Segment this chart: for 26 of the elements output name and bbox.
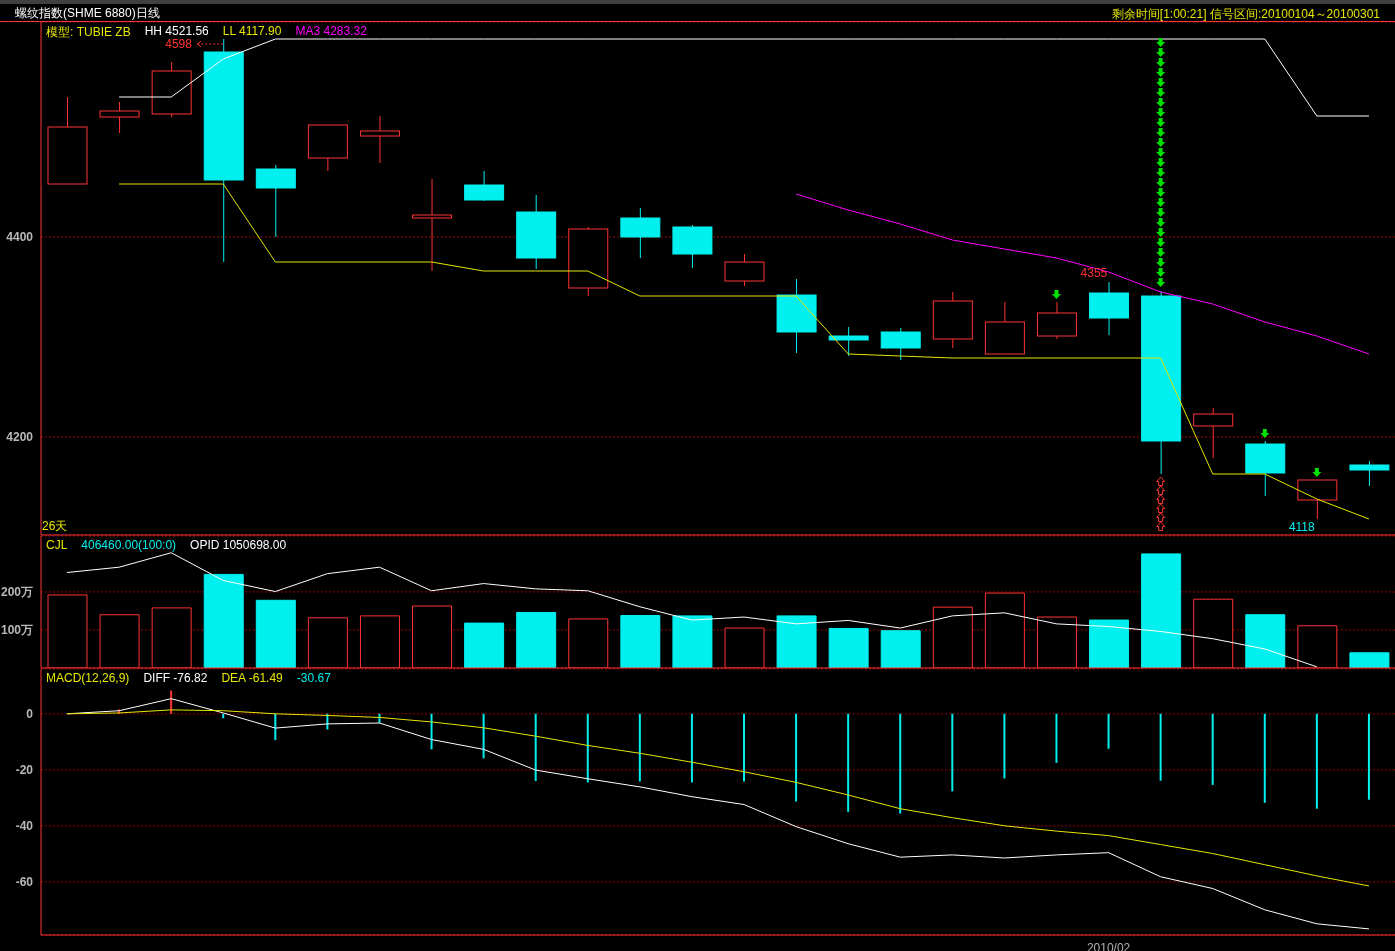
y-tick-label: 100万 [0,623,33,638]
y-tick-label: 4400 [6,230,34,245]
annotation: 4355 [1080,266,1108,280]
series-label: DIFF -76.82 [143,671,208,685]
x-tick-label: 2010/02 [1086,940,1131,951]
y-tick-label: 4200 [6,430,34,445]
legend-title: 模型: TUBIE ZB [46,24,131,41]
chart-title: 螺纹指数(SHME 6880)日线 [15,5,160,22]
series-label: OPID 1050698.00 [190,538,287,552]
y-tick-label: 0 [26,707,34,722]
y-tick-label: -20 [15,763,34,778]
text: HH 4521.56 [144,24,209,39]
y-tick-label: -60 [15,875,34,890]
annotation: 26天 [42,518,68,535]
annotation: 4118 [1288,520,1315,534]
y-tick-label: -40 [15,819,34,834]
text: DEA -61.49 [221,671,283,685]
text: MA3 4283.32 [295,24,367,40]
legend-title: CJL [46,538,68,552]
chart-subtitle: 剩余时间[1:00:21] 信号区间:20100104～20100301 [1111,6,1380,23]
annotation: 4598 [165,37,192,51]
text: LL 4117.90 [222,24,282,40]
text: 406460.00(100:0) [81,538,177,552]
legend-title: MACD(12,26,9) [46,671,130,685]
text: -30.67 [296,671,331,685]
y-tick-label: 200万 [0,585,33,600]
